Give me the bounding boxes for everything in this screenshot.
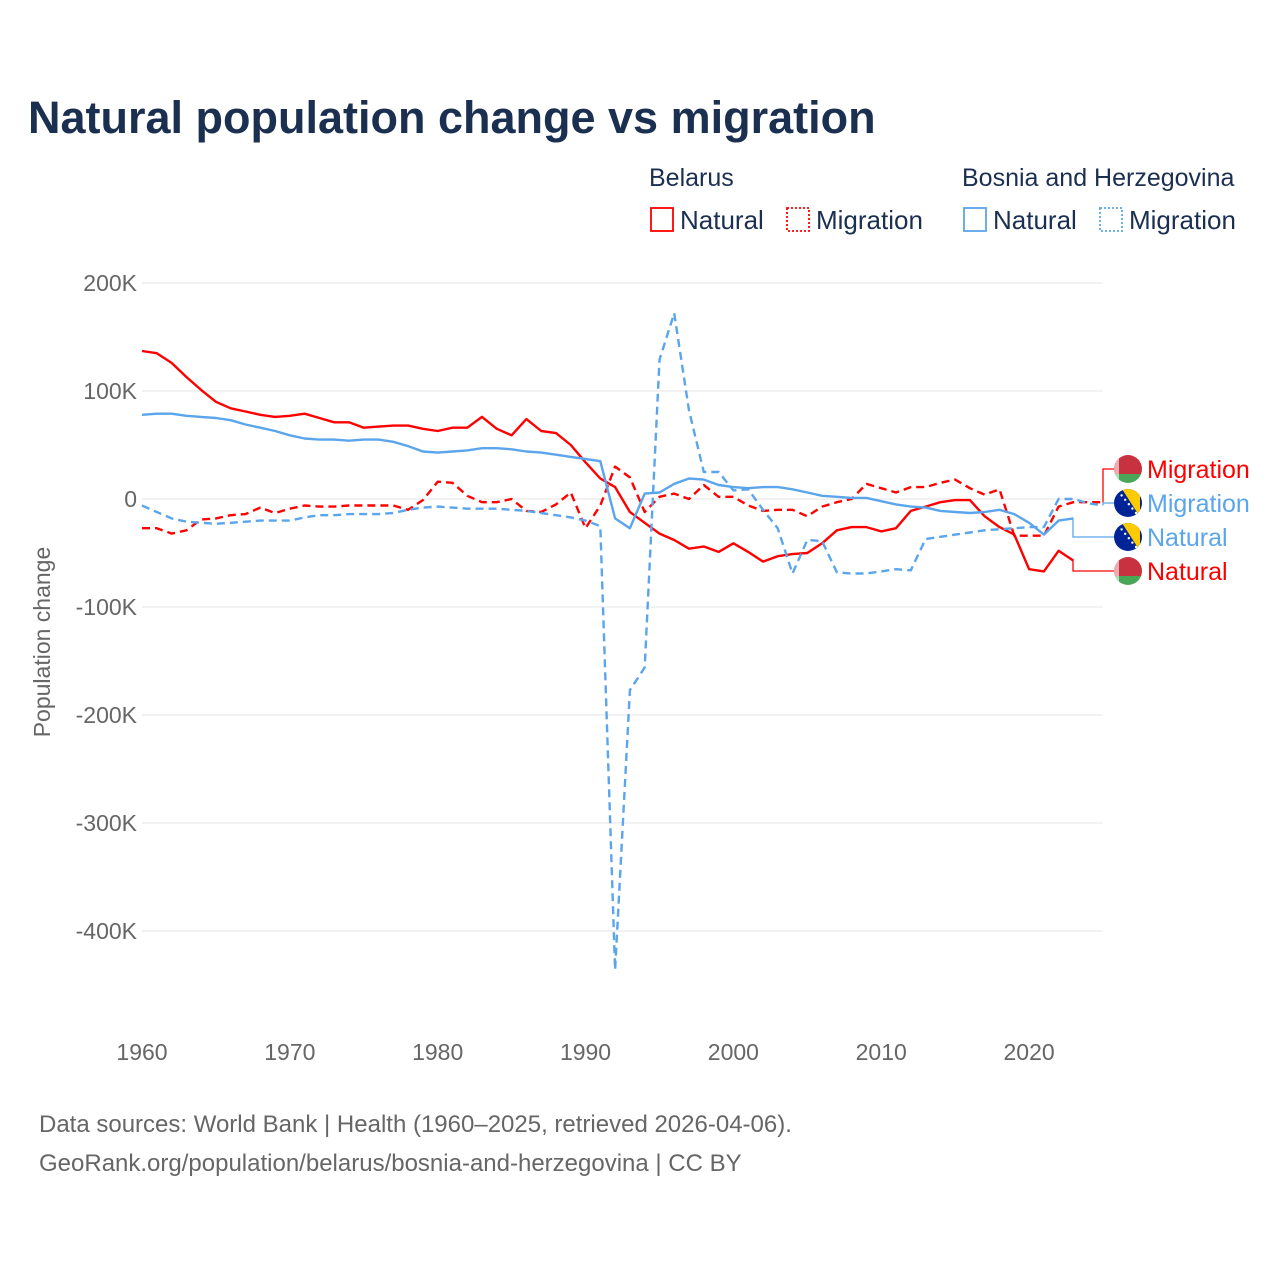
end-label-bosnia-and-herzegovina-natural: Natural [1147, 524, 1228, 552]
label-connector [1102, 502, 1114, 506]
x-tick-label: 1960 [116, 1039, 167, 1065]
label-connector [1102, 468, 1114, 503]
x-tick-label: 1980 [412, 1039, 463, 1065]
x-tick-label: 1990 [560, 1039, 611, 1065]
series-line-bosnia-and-herzegovina-natural [141, 412, 1074, 536]
flag-star [1134, 545, 1138, 549]
series-line-belarus-natural [141, 349, 1075, 573]
flag-star [1116, 523, 1120, 527]
flag-star [1124, 498, 1127, 501]
label-connector [1072, 517, 1114, 538]
chart-title: Natural population change vs migration [28, 92, 876, 143]
y-tick-label: -200K [76, 702, 138, 728]
series-line-bosnia-and-herzegovina-migration [141, 312, 1104, 972]
flag-star [1124, 532, 1127, 535]
flag-star [1134, 511, 1138, 515]
legend: Belarus Natural Migration Bosnia and Her… [649, 164, 1236, 235]
x-tick-label: 2000 [708, 1039, 759, 1065]
legend-label-belarus-migration: Migration [816, 205, 923, 235]
bosnia-flag-icon [1114, 489, 1142, 517]
y-tick-label: -100K [76, 594, 138, 620]
belarus-flag-icon [1114, 455, 1142, 483]
flag-yellow-triangle [1122, 489, 1140, 517]
x-tick-label: 2010 [856, 1039, 907, 1065]
end-label-belarus-natural: Natural [1147, 558, 1228, 586]
legend-group-bosnia: Bosnia and Herzegovina [962, 164, 1234, 192]
legend-label-bosnia-natural: Natural [993, 205, 1077, 235]
flag-star [1131, 541, 1134, 544]
flag-star [1127, 537, 1130, 540]
y-tick-label: -400K [76, 918, 138, 944]
belarus-flag-icon [1114, 557, 1142, 585]
x-tick-label: 1970 [264, 1039, 315, 1065]
flag-ornament [1114, 455, 1119, 483]
legend-swatch-belarus-migration [786, 207, 810, 232]
source-line-1: Data sources: World Bank | Health (1960–… [39, 1111, 792, 1138]
series-line-belarus-migration [142, 465, 1103, 537]
legend-swatch-bosnia-natural [963, 207, 987, 232]
legend-swatch-bosnia-migration [1099, 207, 1123, 232]
legend-swatch-belarus-natural [650, 207, 674, 232]
end-label-bosnia-and-herzegovina-migration: Migration [1147, 490, 1250, 518]
legend-label-bosnia-migration: Migration [1129, 205, 1236, 235]
source-line-2: GeoRank.org/population/belarus/bosnia-an… [39, 1150, 742, 1177]
y-tick-label: 200K [83, 270, 137, 296]
flag-green-band [1114, 576, 1142, 585]
flag-red-band [1114, 455, 1142, 474]
flag-green-band [1114, 474, 1142, 483]
flag-ornament [1114, 557, 1119, 585]
legend-label-belarus-natural: Natural [680, 205, 764, 235]
end-label-belarus-migration: Migration [1147, 456, 1250, 484]
y-tick-label: 100K [83, 378, 137, 404]
flag-star [1127, 503, 1130, 506]
flag-star [1131, 507, 1134, 510]
legend-group-belarus: Belarus [649, 164, 734, 192]
y-axis-label: Population change [29, 547, 55, 738]
bosnia-flag-icon [1114, 523, 1142, 551]
y-tick-label: 0 [124, 486, 137, 512]
flag-red-band [1114, 557, 1142, 576]
label-connector [1072, 559, 1114, 572]
y-tick-label: -300K [76, 810, 138, 836]
flag-star [1116, 489, 1120, 493]
x-tick-label: 2020 [1003, 1039, 1054, 1065]
flag-star [1120, 528, 1123, 531]
flag-yellow-triangle [1122, 523, 1140, 551]
flag-star [1120, 494, 1123, 497]
